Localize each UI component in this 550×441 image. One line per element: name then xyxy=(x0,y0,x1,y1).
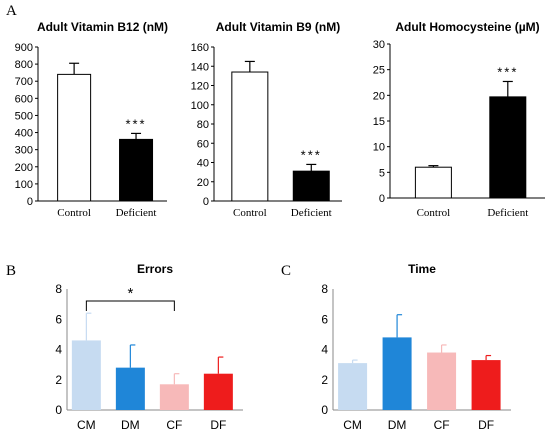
bar-cm xyxy=(338,363,368,410)
y-tick-label: 400 xyxy=(15,128,33,140)
bar-df xyxy=(471,360,501,410)
y-tick-label: 0 xyxy=(27,196,33,208)
y-tick-label: 500 xyxy=(15,110,33,122)
y-tick-label: 25 xyxy=(373,65,385,77)
bar-cf xyxy=(427,352,457,410)
chart-title: Adult Vitamin B12 (nM) xyxy=(37,20,168,34)
y-tick-label: 5 xyxy=(379,167,385,179)
significance-stars: *** xyxy=(497,64,518,79)
y-tick-label: 700 xyxy=(15,76,33,88)
bar-dm xyxy=(382,337,412,410)
y-tick-label: 0 xyxy=(321,403,328,417)
y-tick-label: 100 xyxy=(191,100,209,112)
chart-time: Time 0 2 4 6 8 CM DM CF DF xyxy=(321,262,511,432)
y-tick-label: 15 xyxy=(373,116,385,128)
category-label-control: Control xyxy=(233,207,267,219)
y-tick-label: 30 xyxy=(373,39,385,51)
chart-homocysteine: Adult Homocysteine (µM) 0 5 10 15 20 25 30 Contr… xyxy=(373,20,545,219)
category-label-deficient: Deficient xyxy=(291,207,332,219)
y-tick-label: 6 xyxy=(321,312,328,326)
y-tick-label: 10 xyxy=(373,142,385,154)
y-tick-label: 80 xyxy=(197,119,209,131)
panel-label-b: B xyxy=(6,263,16,279)
panel-label-c: C xyxy=(281,263,291,279)
y-tick-label: 140 xyxy=(191,61,209,73)
y-tick-label: 4 xyxy=(55,343,62,357)
y-tick-label: 20 xyxy=(373,90,385,102)
y-tick-label: 160 xyxy=(191,42,209,54)
bar-deficient xyxy=(489,96,527,199)
significance-stars: *** xyxy=(301,147,322,162)
category-label-dm: DM xyxy=(121,418,140,432)
category-label-deficient: Deficient xyxy=(487,207,528,219)
y-tick-label: 0 xyxy=(379,193,385,205)
bar-cf xyxy=(159,384,189,410)
category-label-cm: CM xyxy=(343,418,362,432)
chart-vitamin-b9: Adult Vitamin B9 (nM) 0 20 40 60 80 100 120 140 1… xyxy=(191,20,342,219)
y-tick-label: 8 xyxy=(321,282,328,296)
y-tick-label: 800 xyxy=(15,59,33,71)
category-label-cm: CM xyxy=(77,418,96,432)
category-label-control: Control xyxy=(57,207,91,219)
category-label-cf: CF xyxy=(434,418,450,432)
significance-bracket xyxy=(85,300,175,311)
y-tick-label: 60 xyxy=(197,138,209,150)
y-tick-label: 2 xyxy=(55,373,62,387)
category-label-df: DF xyxy=(210,418,226,432)
category-label-deficient: Deficient xyxy=(116,207,157,219)
y-tick-label: 20 xyxy=(197,177,209,189)
y-tick-label: 200 xyxy=(15,162,33,174)
category-label-control: Control xyxy=(417,207,451,219)
bar-dm xyxy=(115,367,145,410)
y-tick-label: 8 xyxy=(55,282,62,296)
bar-control xyxy=(231,71,269,202)
y-tick-label: 0 xyxy=(55,403,62,417)
y-tick-label: 900 xyxy=(15,42,33,54)
y-tick-label: 4 xyxy=(321,343,328,357)
bar-control xyxy=(414,166,452,199)
bar-control xyxy=(57,73,92,202)
category-label-dm: DM xyxy=(388,418,407,432)
y-tick-label: 120 xyxy=(191,81,209,93)
bar-df xyxy=(203,373,233,410)
chart-title: Adult Vitamin B9 (nM) xyxy=(216,20,340,34)
y-tick-label: 600 xyxy=(15,93,33,105)
chart-title: Errors xyxy=(137,262,173,276)
significance-stars: *** xyxy=(125,116,146,131)
y-tick-label: 40 xyxy=(197,158,209,170)
y-tick-label: 100 xyxy=(15,179,33,191)
bar-cm xyxy=(71,340,101,410)
y-tick-label: 2 xyxy=(321,373,328,387)
category-label-df: DF xyxy=(478,418,494,432)
chart-title: Time xyxy=(408,262,436,276)
significance-star: * xyxy=(127,285,133,302)
panel-label-a: A xyxy=(6,3,17,19)
bar-deficient xyxy=(119,138,154,202)
y-tick-label: 0 xyxy=(203,196,209,208)
chart-title: Adult Homocysteine (µM) xyxy=(395,20,539,34)
chart-vitamin-b12: Adult Vitamin B12 (nM) 0 100 200 300 400 500 60… xyxy=(15,20,168,219)
y-tick-label: 6 xyxy=(55,312,62,326)
y-tick-label: 300 xyxy=(15,145,33,157)
category-label-cf: CF xyxy=(166,418,182,432)
bar-deficient xyxy=(292,170,330,202)
chart-errors: Errors 0 2 4 6 8 CM DM CF DF * xyxy=(55,262,243,432)
